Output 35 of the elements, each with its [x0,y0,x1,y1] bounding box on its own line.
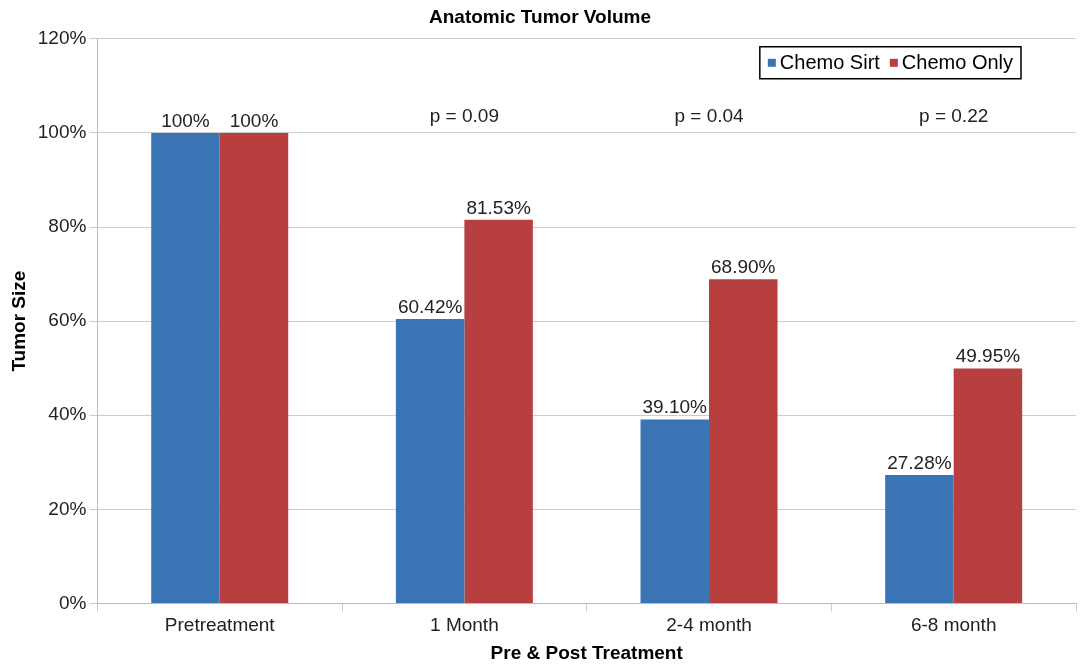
x-axis-title: Pre & Post Treatment [490,641,684,663]
legend-label: Chemo Only [901,51,1013,74]
data-label: 49.95% [955,345,1021,367]
data-label: 81.53% [466,196,531,218]
legend-label: Chemo Sirt [779,51,881,74]
y-axis-title: Tumor Size [7,270,29,372]
bar [885,475,954,603]
bar [151,132,220,603]
y-tick-label: 60% [48,309,87,331]
y-tick-label: 120% [37,27,87,49]
data-label: 60.42% [397,295,463,317]
bar [219,132,289,603]
data-label: 100% [161,109,210,131]
y-tick-label: 40% [48,403,87,425]
bar [640,419,710,603]
bar [709,279,778,603]
x-tick-label: Pretreatment [164,614,276,636]
data-label: 27.28% [887,451,952,473]
y-tick-label: 0% [58,591,87,613]
y-tick-label: 80% [48,215,87,237]
x-tick-label: 6-8 month [910,614,997,636]
x-tick-label: 2-4 month [666,614,752,636]
data-label: 39.10% [642,396,708,418]
y-tick-label: 20% [48,497,87,519]
bar [464,219,533,603]
chart-title: Anatomic Tumor Volume [428,5,652,27]
annotation: p = 0.09 [429,105,499,127]
y-tick-label: 100% [37,121,87,143]
bar [395,319,465,603]
bar [953,368,1023,603]
annotation: p = 0.22 [919,105,989,127]
data-label: 68.90% [711,255,776,277]
data-label: 100% [229,109,279,131]
x-tick-label: 1 Month [430,614,499,636]
annotation: p = 0.04 [674,105,745,127]
